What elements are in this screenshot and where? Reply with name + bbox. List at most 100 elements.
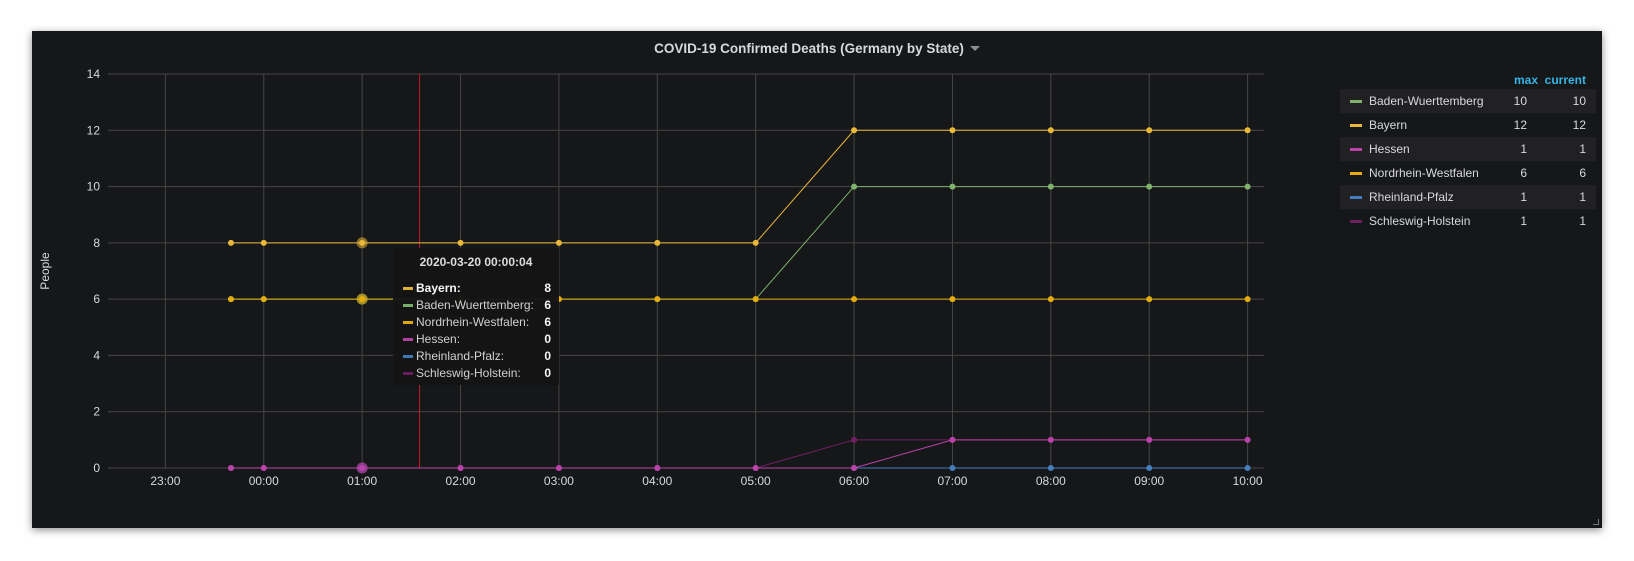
tooltip-value: 0 bbox=[544, 366, 551, 380]
resize-handle-icon[interactable] bbox=[1593, 519, 1599, 525]
legend-max-value: 1 bbox=[1520, 142, 1527, 156]
x-tick-label: 00:00 bbox=[249, 474, 279, 488]
tooltip-row: Baden-Wuerttemberg: 6 bbox=[393, 297, 559, 314]
legend-current-value: 12 bbox=[1572, 118, 1586, 132]
series-line bbox=[230, 439, 1248, 469]
data-point bbox=[1244, 296, 1251, 303]
legend-current-value: 1 bbox=[1579, 142, 1586, 156]
tooltip-swatch-icon bbox=[403, 355, 413, 358]
x-tick-label: 04:00 bbox=[642, 474, 672, 488]
data-point bbox=[1146, 183, 1153, 190]
legend-item[interactable]: Nordrhein-Westfalen 6 6 bbox=[1340, 161, 1596, 185]
data-point bbox=[654, 465, 661, 471]
legend-item[interactable]: Baden-Wuerttemberg 10 10 bbox=[1340, 89, 1596, 113]
data-point bbox=[359, 465, 366, 471]
tooltip-row: Rheinland-Pfalz: 0 bbox=[393, 348, 559, 365]
legend-swatch-icon[interactable] bbox=[1350, 172, 1362, 175]
legend-sort-max[interactable]: max bbox=[1513, 73, 1538, 87]
legend-series-name[interactable]: Hessen bbox=[1369, 142, 1410, 156]
data-point bbox=[555, 465, 562, 471]
legend-swatch-icon[interactable] bbox=[1350, 148, 1362, 151]
legend-max-value: 10 bbox=[1513, 94, 1527, 108]
legend-series-name[interactable]: Schleswig-Holstein bbox=[1369, 214, 1471, 228]
data-point bbox=[359, 239, 366, 246]
legend-current-value: 6 bbox=[1579, 166, 1586, 180]
y-tick-label: 12 bbox=[87, 123, 101, 137]
chart-plot-area[interactable]: 0 2 4 6 8 10 12 14 23:00 00:00 01:00 02:00 03:00 04:0… bbox=[32, 31, 1332, 528]
chart-series bbox=[227, 127, 1251, 474]
legend-max-value: 6 bbox=[1520, 166, 1527, 180]
legend-max-value: 1 bbox=[1520, 190, 1527, 204]
data-point bbox=[851, 465, 858, 471]
data-point bbox=[1244, 127, 1251, 134]
legend-item[interactable]: Hessen 1 1 bbox=[1340, 137, 1596, 161]
chart-grid bbox=[108, 73, 1264, 469]
legend-header: max current bbox=[1340, 71, 1596, 89]
graph-panel: COVID-19 Confirmed Deaths (Germany by St… bbox=[32, 31, 1602, 528]
panel-title[interactable]: COVID-19 Confirmed Deaths (Germany by St… bbox=[32, 39, 1602, 59]
data-point bbox=[949, 183, 956, 190]
x-tick-label: 07:00 bbox=[937, 474, 967, 488]
legend-swatch-icon[interactable] bbox=[1350, 124, 1362, 127]
data-point bbox=[851, 436, 858, 443]
tooltip-value: 0 bbox=[544, 349, 551, 363]
legend-max-value: 1 bbox=[1520, 214, 1527, 228]
tooltip-series-name: Schleswig-Holstein: bbox=[416, 366, 521, 380]
series-line bbox=[230, 439, 1248, 469]
legend-series-name[interactable]: Rheinland-Pfalz bbox=[1369, 190, 1454, 204]
series-bayern bbox=[227, 127, 1251, 249]
tooltip-value: 6 bbox=[544, 315, 551, 329]
series-nordrhein-westfalen bbox=[227, 293, 1251, 305]
legend-current-value: 1 bbox=[1579, 190, 1586, 204]
legend-sort-current[interactable]: current bbox=[1544, 73, 1586, 87]
data-point bbox=[851, 127, 858, 134]
data-point bbox=[949, 127, 956, 134]
legend-item[interactable]: Rheinland-Pfalz 1 1 bbox=[1340, 185, 1596, 209]
data-point bbox=[1244, 465, 1251, 471]
chevron-down-icon[interactable] bbox=[969, 46, 980, 51]
tooltip-swatch-icon bbox=[403, 287, 413, 290]
data-point bbox=[1146, 127, 1153, 134]
data-point bbox=[752, 465, 759, 471]
tooltip-swatch-icon bbox=[403, 372, 413, 375]
legend-swatch-icon[interactable] bbox=[1350, 220, 1362, 223]
y-tick-label: 8 bbox=[93, 236, 100, 250]
legend-swatch-icon[interactable] bbox=[1350, 100, 1362, 103]
tooltip-swatch-icon bbox=[403, 338, 413, 341]
legend-item[interactable]: Bayern 12 12 bbox=[1340, 113, 1596, 137]
series-hessen bbox=[227, 436, 1251, 474]
tooltip-row: Hessen: 0 bbox=[393, 331, 559, 348]
series-line bbox=[230, 129, 1248, 244]
data-point bbox=[227, 239, 234, 246]
data-point bbox=[1047, 465, 1054, 471]
legend-current-value: 10 bbox=[1572, 94, 1586, 108]
panel-title-text: COVID-19 Confirmed Deaths (Germany by St… bbox=[654, 41, 964, 56]
tooltip-series-name: Hessen: bbox=[416, 332, 461, 346]
data-point bbox=[851, 296, 858, 303]
x-tick-label: 08:00 bbox=[1036, 474, 1066, 488]
tooltip-series-name: Bayern: bbox=[416, 281, 461, 295]
data-point bbox=[1244, 183, 1251, 190]
tooltip-value: 0 bbox=[544, 332, 551, 346]
tooltip-swatch-icon bbox=[403, 304, 413, 307]
legend-item[interactable]: Schleswig-Holstein 1 1 bbox=[1340, 209, 1596, 233]
legend-series-name[interactable]: Nordrhein-Westfalen bbox=[1369, 166, 1479, 180]
data-point bbox=[654, 239, 661, 246]
chart-axes: 0 2 4 6 8 10 12 14 23:00 00:00 01:00 02:00 03:00 04:0… bbox=[38, 67, 1263, 488]
tooltip-time: 2020-03-20 00:00:04 bbox=[419, 255, 533, 269]
data-point bbox=[1047, 127, 1054, 134]
x-tick-label: 09:00 bbox=[1134, 474, 1164, 488]
legend-table: max current Baden-Wuerttemberg 10 10 Bayern… bbox=[1340, 71, 1596, 233]
x-tick-label: 03:00 bbox=[544, 474, 574, 488]
x-tick-label: 23:00 bbox=[150, 474, 180, 488]
data-point bbox=[1244, 436, 1251, 443]
x-tick-label: 02:00 bbox=[446, 474, 476, 488]
data-point bbox=[359, 296, 366, 303]
legend-max-value: 12 bbox=[1513, 118, 1527, 132]
legend-rows: Baden-Wuerttemberg 10 10 Bayern 12 12 Hessen 1 1… bbox=[1340, 89, 1596, 233]
x-tick-label: 05:00 bbox=[741, 474, 771, 488]
legend-series-name[interactable]: Baden-Wuerttemberg bbox=[1369, 94, 1484, 108]
y-tick-label: 10 bbox=[87, 180, 101, 194]
legend-swatch-icon[interactable] bbox=[1350, 196, 1362, 199]
legend-series-name[interactable]: Bayern bbox=[1369, 118, 1408, 132]
